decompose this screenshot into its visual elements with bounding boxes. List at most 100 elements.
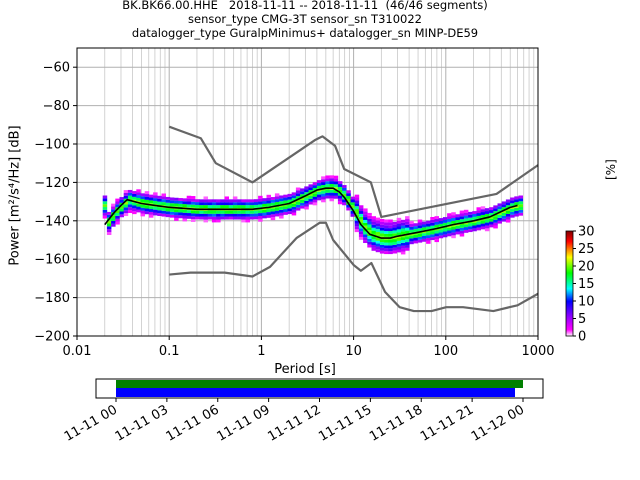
heatmap-cell [266, 214, 272, 218]
heatmap-cell [153, 201, 158, 204]
heatmap-cell [396, 217, 402, 221]
heatmap-cell [258, 204, 263, 208]
heatmap-cell [102, 204, 108, 208]
heatmap-cell [375, 237, 381, 241]
heatmap-cell [363, 222, 368, 226]
heatmap-cell [392, 250, 398, 254]
heatmap-cell [316, 194, 322, 198]
heatmap-cell [413, 228, 419, 232]
heatmap-cell [333, 184, 339, 188]
heatmap-cell [421, 238, 427, 242]
heatmap-cell [363, 240, 368, 244]
heatmap-cell [497, 212, 503, 215]
heatmap-cell [241, 205, 246, 208]
heatmap-cell [363, 214, 368, 218]
heatmap-cell [379, 233, 385, 237]
heatmap-cell [510, 209, 515, 212]
heatmap-cell [354, 209, 360, 212]
heatmap-cell [161, 196, 167, 200]
heatmap-cell [232, 210, 238, 214]
heatmap-cell [476, 227, 482, 231]
heatmap-cell [157, 210, 162, 214]
heatmap-cell [295, 201, 301, 205]
heatmap-cell [375, 220, 381, 224]
heatmap-cell [434, 221, 440, 225]
colorbar-tick-label: 10 [578, 295, 595, 310]
heatmap-cell [329, 178, 335, 182]
heatmap-cell [430, 231, 435, 235]
heatmap-cell [497, 217, 503, 221]
heatmap-cell [367, 212, 372, 216]
heatmap-cell [300, 194, 305, 198]
heatmap-cell [127, 195, 133, 199]
heatmap-cell [258, 198, 263, 202]
heatmap-cell [371, 242, 377, 246]
timeline-data-bar [116, 380, 523, 388]
heatmap-cell [346, 196, 351, 199]
heatmap-cell [300, 205, 305, 209]
heatmap-cell [300, 202, 305, 206]
heatmap-cell [375, 232, 381, 235]
heatmap-cell [501, 210, 507, 213]
heatmap-cell [354, 217, 360, 221]
heatmap-cell [241, 219, 246, 223]
heatmap-cell [270, 217, 276, 221]
heatmap-cell [287, 193, 293, 197]
heatmap-cell [455, 225, 461, 229]
heatmap-cell [140, 210, 146, 214]
heatmap-cell [484, 228, 490, 232]
heatmap-cell [400, 231, 406, 235]
heatmap-cell [476, 207, 482, 211]
heatmap-cell [106, 229, 112, 233]
heatmap-cell [237, 199, 242, 203]
heatmap-cell [468, 214, 473, 218]
heatmap-cell [514, 196, 519, 200]
heatmap-cell [144, 211, 150, 215]
heatmap-cell [375, 229, 381, 233]
heatmap-cell [430, 219, 435, 223]
heatmap-cell [350, 213, 356, 217]
heatmap-cell [161, 202, 167, 206]
heatmap-cell [186, 195, 192, 199]
heatmap-cell [505, 202, 511, 206]
heatmap-cell [510, 197, 515, 201]
heatmap-cell [405, 247, 410, 251]
heatmap-cell [178, 203, 183, 207]
heatmap-cell [363, 237, 368, 241]
y-tick-label: −140 [34, 214, 70, 229]
heatmap-cell [489, 207, 494, 211]
heatmap-cell [295, 196, 301, 200]
heatmap-cell [337, 189, 343, 193]
heatmap-cell [371, 239, 377, 243]
heatmap-cell [417, 239, 423, 243]
heatmap-cell [354, 203, 360, 207]
heatmap-cell [396, 229, 402, 233]
heatmap-cell [501, 212, 507, 216]
heatmap-cell [497, 206, 503, 210]
heatmap-cell [375, 217, 381, 221]
heatmap-cell [165, 196, 171, 200]
heatmap-cell [127, 201, 133, 205]
heatmap-cell [489, 210, 494, 213]
heatmap-cell [237, 205, 242, 208]
heatmap-cell [409, 226, 414, 230]
heatmap-cell [249, 199, 255, 203]
heatmap-cell [195, 213, 200, 217]
heatmap-cell [232, 199, 238, 203]
heatmap-cell [484, 219, 490, 223]
heatmap-cell [367, 241, 372, 245]
heatmap-cell [291, 206, 297, 210]
heatmap-cell [518, 207, 524, 210]
heatmap-cell [442, 219, 448, 223]
heatmap-cell [237, 210, 242, 214]
heatmap-cell [468, 217, 473, 221]
heatmap-cell [232, 213, 238, 217]
heatmap-cell [279, 198, 284, 202]
heatmap-cell [216, 213, 221, 217]
heatmap-cell [228, 213, 234, 217]
heatmap-cell [392, 221, 398, 225]
heatmap-cell [245, 216, 251, 220]
heatmap-cell [174, 212, 179, 216]
heatmap-cell [350, 196, 356, 200]
heatmap-cell [455, 214, 461, 218]
